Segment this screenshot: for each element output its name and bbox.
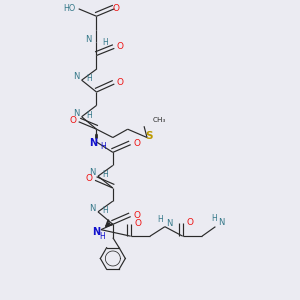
Text: N: N — [218, 218, 225, 227]
Text: N: N — [89, 204, 96, 213]
Text: H: H — [102, 38, 108, 47]
Text: H: H — [86, 74, 92, 83]
Text: O: O — [85, 174, 93, 183]
Text: O: O — [117, 42, 124, 51]
Text: O: O — [112, 4, 119, 13]
Text: O: O — [117, 78, 124, 87]
Text: H: H — [100, 142, 106, 151]
Text: N: N — [85, 35, 91, 44]
Text: O: O — [133, 211, 140, 220]
Text: O: O — [69, 116, 76, 125]
Text: N: N — [89, 138, 97, 148]
Text: H: H — [100, 232, 105, 241]
Text: CH₃: CH₃ — [153, 117, 166, 123]
Text: O: O — [134, 219, 141, 228]
Text: O: O — [186, 218, 193, 227]
Text: N: N — [73, 72, 79, 81]
Text: O: O — [133, 139, 140, 148]
Text: N: N — [166, 219, 173, 228]
Text: N: N — [92, 227, 101, 237]
Text: N: N — [73, 109, 79, 118]
Text: N: N — [89, 168, 96, 177]
Text: H: H — [102, 170, 108, 179]
Text: S: S — [145, 131, 152, 141]
Text: H: H — [211, 214, 217, 223]
Text: H: H — [158, 215, 164, 224]
Text: HO: HO — [63, 4, 76, 13]
Text: H: H — [102, 206, 108, 215]
Text: H: H — [86, 111, 92, 120]
